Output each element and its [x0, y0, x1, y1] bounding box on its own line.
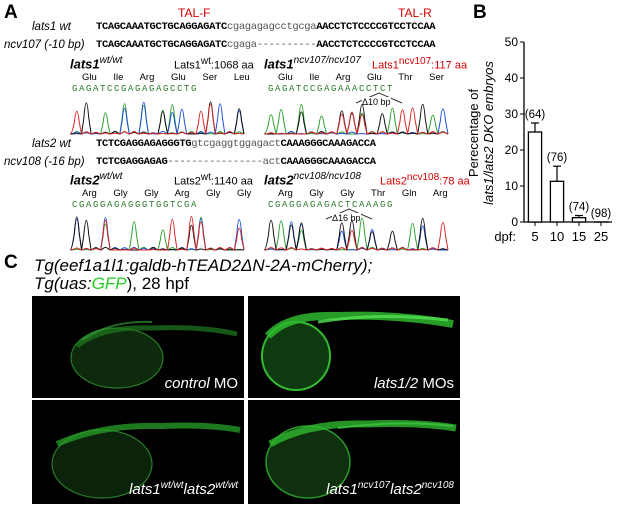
tile-label: lats1ncv107lats2ncv108 — [326, 480, 454, 498]
trace-plot — [69, 215, 245, 251]
y-tick-label: 20 — [505, 143, 519, 157]
lats1-wt-sequence: TCAGCAAATGCTGCAGGAGATCcgagagagcctgcgaAAC… — [96, 21, 436, 33]
y-tick-label: 50 — [505, 35, 519, 49]
panel-c-title-line1: Tg(eef1a1l1:galdb-hTEAD2ΔN-2A-mCherry); — [34, 256, 373, 275]
amino-acids: Arg Gly Gly Thr Gln Arg — [278, 188, 448, 199]
chromatogram-lats1-ncv107: lats1ncv107/ncv107 Lats1ncv107:117 aa Gl… — [262, 55, 467, 135]
protein-label: Lats1ncv107:117 aa — [372, 56, 468, 72]
embryo-fluorescence — [261, 311, 454, 391]
embryo-image-control-mo: control MO — [32, 296, 244, 398]
tal-f-label: TAL-F — [178, 6, 211, 20]
ncv108-label: ncv108 (-16 bp) — [4, 156, 85, 168]
x-tick-label: 25 — [594, 229, 608, 244]
bar — [549, 180, 565, 223]
trace-G — [69, 216, 245, 251]
bar-chart: 0 10 20 30 40 50 (64) 5 (76) 10 (74) 15 (98) 25 dpf: — [494, 35, 612, 244]
bar-annotation: (74) — [569, 202, 590, 214]
trace-T — [69, 215, 245, 251]
deletion-label: Δ16 bp — [332, 213, 361, 223]
base-calls: GAGATCCGAGAAACCTCT — [268, 84, 395, 94]
trace-C — [69, 217, 245, 251]
tile-label: lats1wt/wtlats2wt/wt — [129, 480, 238, 498]
base-calls: GAGATCCGAGAGAGCCTG — [72, 84, 199, 94]
bar-annotation: (76) — [547, 152, 568, 164]
panel-c-title-line2: Tg(uas:GFP), 28 hpf — [34, 274, 189, 293]
bar-annotation: (98) — [591, 208, 612, 220]
chromatogram-lats1-wt: lats1wt/wt Lats1wt:1068 aa Glu Ile Arg G… — [68, 55, 254, 135]
panel-b-letter: B — [473, 2, 487, 23]
embryo-image-lats12-mo: lats1/2 MOs — [248, 296, 460, 398]
tile-label: lats1/2 MOs — [373, 375, 454, 392]
x-tick-label: 10 — [550, 229, 564, 244]
trace-T — [69, 103, 245, 135]
bar-annotation: (64) — [525, 109, 546, 121]
amino-acids: Arg Gly Gly Arg Gly Gly — [82, 188, 252, 199]
trace-T — [263, 221, 449, 251]
x-tick-label: 5 — [531, 229, 538, 244]
y-tick-label: 30 — [505, 107, 519, 121]
lats2-wt-sequence: TCTCGAGGAGAGGGTGgtcgaggtggagactCAAAGGGCA… — [96, 138, 376, 150]
base-calls: CGAGGAGAGGGTGGTCGA — [72, 200, 199, 210]
panel-c-letter: C — [4, 252, 18, 273]
x-tick-label: 15 — [572, 229, 586, 244]
trace-A — [69, 216, 245, 251]
trace-plot — [263, 217, 449, 251]
lats2-wt-label: lats2 wt — [32, 138, 71, 150]
chromatogram-title: lats2wt/wt — [70, 171, 123, 188]
ncv107-label: ncv107 (-10 bp) — [4, 39, 85, 51]
panel-a-letter: A — [4, 2, 18, 23]
y-tick-label: 10 — [505, 179, 519, 193]
tile-label: control MO — [164, 375, 238, 392]
amino-acids: Glu Ile Arg Glu Ser Leu — [82, 72, 250, 83]
embryo-fluorescence — [70, 320, 238, 389]
trace-C — [69, 101, 245, 135]
trace-T — [263, 107, 449, 135]
protein-label: Lats2ncv108:78 aa — [380, 172, 470, 188]
embryo-fluorescence — [265, 420, 457, 499]
chromatogram-lats2-wt: lats2wt/wt Lats2wt:1140 aa Arg Gly Gly A… — [68, 171, 253, 251]
y-tick-label: 40 — [505, 71, 519, 85]
bar — [527, 131, 543, 223]
chromatogram-title: lats1wt/wt — [70, 55, 123, 72]
amino-acids: Glu Ile Arg Glu Thr Ser — [278, 72, 444, 83]
bar — [571, 217, 587, 223]
chromatogram-lats2-ncv108: lats2ncv108/ncv108 Lats2ncv108:78 aa Arg… — [262, 171, 470, 251]
trace-plot — [263, 103, 449, 135]
chromatogram-title: lats1ncv107/ncv107 — [264, 55, 361, 72]
lats1-wt-label: lats1 wt — [32, 21, 71, 33]
tal-r-label: TAL-R — [398, 6, 432, 20]
x-axis-label: dpf: — [494, 229, 516, 244]
protein-label: Lats1wt:1068 aa — [174, 56, 254, 72]
ncv108-sequence: TCTCGAGGAGAG----------------actCAAAGGGCA… — [96, 156, 376, 168]
embryo-fluorescence — [51, 422, 241, 499]
y-tick-label: 0 — [511, 215, 518, 229]
trace-plot — [69, 101, 245, 135]
embryo-image-dko: lats1ncv107lats2ncv108 — [248, 400, 460, 504]
deletion-label: Δ10 bp — [362, 97, 391, 107]
ncv107-sequence: TCAGCAAATGCTGCAGGAGATCcgaga----------AAC… — [96, 39, 436, 51]
base-calls: CGAGGAGAGACTCAAAGG — [268, 200, 395, 210]
embryo-image-wt: lats1wt/wtlats2wt/wt — [32, 400, 244, 504]
protein-label: Lats2wt:1140 aa — [174, 172, 253, 188]
chart-ylabel-line1: Perecentage of — [466, 88, 481, 178]
chromatogram-title: lats2ncv108/ncv108 — [264, 171, 361, 188]
